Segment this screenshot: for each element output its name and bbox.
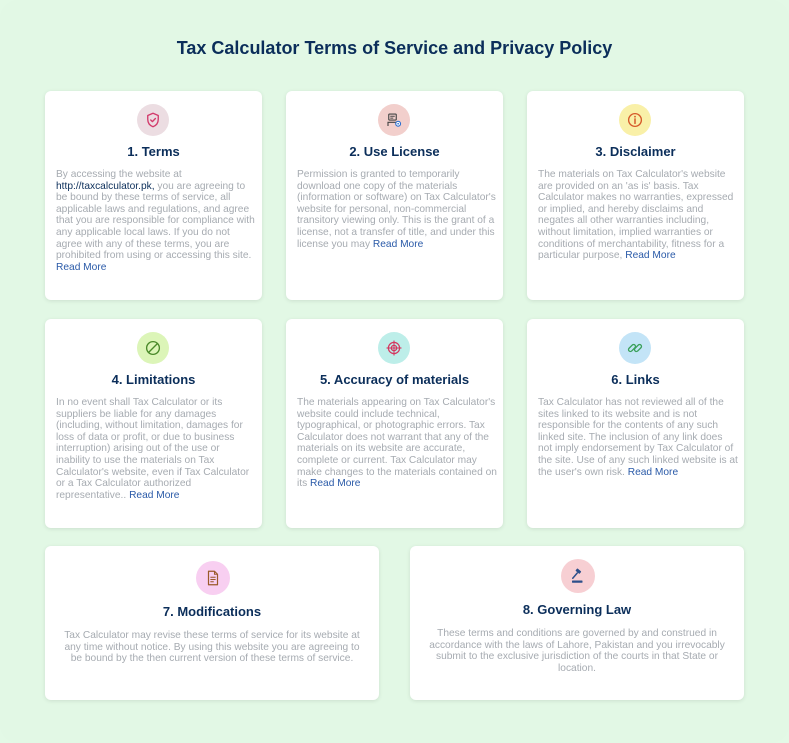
card-disclaimer: 3. Disclaimer The materials on Tax Calcu… <box>527 91 744 300</box>
page-title: Tax Calculator Terms of Service and Priv… <box>176 38 613 58</box>
card-body-lead: By accessing the website at <box>56 169 182 180</box>
info-icon-wrap <box>619 104 651 136</box>
card-limitations: 4. Limitations In no event shall Tax Cal… <box>45 319 262 528</box>
card-body-text: Permission is granted to temporarily dow… <box>297 169 497 250</box>
card-modifications: 7. Modifications Tax Calculator may revi… <box>45 546 379 700</box>
card-body: Tax Calculator may revise these terms of… <box>64 630 360 665</box>
card-body-rest: you are agreeing to be bound by these te… <box>56 180 255 262</box>
card-body-text: The materials on Tax Calculator's websit… <box>538 169 738 262</box>
gavel-icon <box>572 568 583 583</box>
prohibited-icon-wrap <box>137 332 169 364</box>
shield-icon <box>147 112 159 128</box>
card-body: In no event shall Tax Calculator or its … <box>56 397 250 501</box>
target-icon-wrap <box>378 332 410 364</box>
card-body: Tax Calculator has not reviewed all of t… <box>538 397 738 478</box>
document-icon-wrap <box>196 561 230 595</box>
license-icon-wrap <box>378 104 410 136</box>
card-title: 2. Use License <box>349 144 440 159</box>
card-body: Permission is granted to temporarily dow… <box>297 169 496 250</box>
card-terms: 1. Terms By accessing the website at htt… <box>45 91 262 300</box>
document-icon <box>207 570 219 586</box>
card-title: 5. Accuracy of materials <box>319 372 470 387</box>
card-links: 6. Links Tax Calculator has not reviewed… <box>527 319 744 528</box>
card-body-text: The materials appearing on Tax Calculato… <box>297 397 497 490</box>
target-icon <box>386 340 402 356</box>
card-title: 4. Limitations <box>111 372 196 387</box>
card-title: 3. Disclaimer <box>595 144 676 159</box>
read-more-link[interactable]: Read More <box>56 261 107 273</box>
gavel-icon-wrap <box>561 559 595 593</box>
read-more-link[interactable]: Read More <box>627 466 679 478</box>
card-title: 6. Links <box>611 372 660 387</box>
info-icon <box>627 112 643 128</box>
license-icon <box>387 113 402 127</box>
card-body: The materials on Tax Calculator's websit… <box>538 169 734 262</box>
read-more-link[interactable]: Read More <box>625 250 676 262</box>
card-use-license: 2. Use License Permission is granted to … <box>286 91 503 300</box>
shield-icon-wrap <box>137 104 169 136</box>
read-more-link[interactable]: Read More <box>372 238 424 250</box>
link-icon-wrap <box>619 332 651 364</box>
card-accuracy: 5. Accuracy of materials The materials a… <box>286 319 503 528</box>
card-title: 1. Terms <box>127 144 180 159</box>
card-body-text: By accessing the website at http://taxca… <box>56 169 256 273</box>
card-governing-law: 8. Governing Law These terms and conditi… <box>410 546 744 700</box>
read-more-link[interactable]: Read More <box>129 489 180 501</box>
card-title: 8. Governing Law <box>522 602 632 617</box>
prohibited-icon <box>145 340 161 356</box>
site-url-link[interactable]: http://taxcalculator.pk, <box>56 180 155 192</box>
read-more-link[interactable]: Read More <box>310 478 361 490</box>
card-title: 7. Modifications <box>162 604 262 619</box>
link-icon <box>627 343 643 353</box>
card-body-text: In no event shall Tax Calculator or its … <box>56 397 256 501</box>
card-body: The materials appearing on Tax Calculato… <box>297 397 497 490</box>
card-body-text: Tax Calculator has not reviewed all of t… <box>538 397 738 478</box>
card-body: These terms and conditions are governed … <box>429 628 725 674</box>
